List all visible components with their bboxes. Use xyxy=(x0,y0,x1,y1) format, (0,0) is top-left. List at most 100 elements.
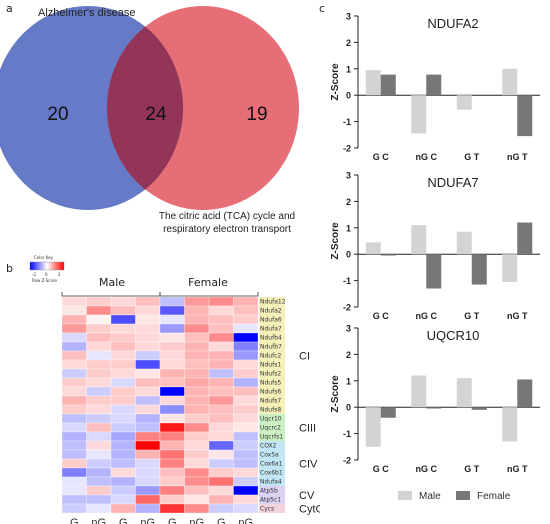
heatmap-panel: Color Key -2 0 2 Row Z-Score Male Female… xyxy=(29,255,320,524)
y-axis-label: Z-Score xyxy=(330,375,341,413)
color-key-tick-high: 2 xyxy=(58,272,61,277)
complex-band-ci xyxy=(259,297,285,414)
complex-band-cytc xyxy=(259,504,285,513)
x-category-label: G C xyxy=(373,464,390,474)
bar-female xyxy=(426,74,442,96)
bar-chart-title: UQCR10 xyxy=(427,328,480,343)
column-label-top: G xyxy=(217,517,226,524)
gene-label: Ndufs1 xyxy=(260,362,281,369)
gene-label: Atp5b xyxy=(260,488,278,495)
bar-male xyxy=(456,378,472,408)
venn-left-label: Alzheimer's disease xyxy=(38,7,135,19)
bar-chart-ndufa7: NDUFA7 -2 -1 0 1 2 3 Z-Score G C nG C G T nG T xyxy=(330,171,540,321)
y-tick-label: 1 xyxy=(346,223,351,233)
venn-overlap-count: 24 xyxy=(145,104,167,125)
bar-male xyxy=(502,254,518,282)
gene-label: Uqcrfs1 xyxy=(260,434,283,441)
y-axis-label: Z-Score xyxy=(330,63,341,101)
y-tick-label: -2 xyxy=(343,303,351,313)
gene-label: Ndufs5 xyxy=(260,380,281,387)
bar-chart-uqcr10: UQCR10 -2 -1 0 1 2 3 Z-Score G C nG C G T nG T xyxy=(330,324,540,474)
y-tick-label: 2 xyxy=(346,350,351,360)
group-bracket-female xyxy=(159,292,259,297)
y-tick-label: 0 xyxy=(346,250,351,260)
heatmap-complex-labels: CI CIII CIV CV CytC xyxy=(299,351,320,516)
y-tick-label: -2 xyxy=(343,456,351,466)
bar-male xyxy=(365,70,381,96)
column-label-top: G xyxy=(168,517,177,524)
bar-male xyxy=(365,242,381,255)
complex-label-cytc: CytC xyxy=(299,504,320,516)
complex-band-ciii xyxy=(259,414,285,441)
venn-overlap-region xyxy=(107,6,183,210)
venn-right-count: 19 xyxy=(246,104,267,125)
column-label-top: nG xyxy=(140,517,155,524)
complex-band-cv xyxy=(259,486,285,504)
y-tick-label: 1 xyxy=(346,376,351,386)
bar-chart-title: NDUFA7 xyxy=(427,175,478,190)
bar-female xyxy=(471,407,487,410)
heatmap-cells xyxy=(61,296,259,514)
legend-swatch-male xyxy=(398,491,412,500)
gene-label: COX2 xyxy=(260,443,277,450)
bar-female xyxy=(517,379,533,408)
bar-female xyxy=(380,254,396,256)
column-label-top: nG xyxy=(91,517,106,524)
column-label-top: nG xyxy=(238,517,253,524)
gene-label: Uqcr10 xyxy=(260,416,282,423)
column-label-top: nG xyxy=(189,517,204,524)
x-category-label: G T xyxy=(464,464,480,474)
y-tick-label: 3 xyxy=(346,12,351,22)
bar-female xyxy=(380,407,396,418)
gene-label: Cycs xyxy=(260,506,274,513)
x-category-label: G T xyxy=(464,152,480,162)
gene-label: Ndufa12 xyxy=(260,299,286,306)
bar-male xyxy=(411,375,427,408)
gene-label: Cox6a1 xyxy=(260,461,283,468)
venn-left-count: 20 xyxy=(47,104,68,125)
bar-female xyxy=(517,222,533,255)
bar-female xyxy=(380,74,396,96)
panel-letter-a: a xyxy=(6,2,13,15)
legend-swatch-female xyxy=(456,491,470,500)
x-category-label: nG C xyxy=(416,464,438,474)
x-category-label: nG T xyxy=(507,311,528,321)
gene-label: Ndufs8 xyxy=(260,407,281,414)
venn-right-label-line2: respiratory electron transport xyxy=(163,224,291,235)
y-tick-label: -1 xyxy=(343,117,351,127)
y-axis-label: Z-Score xyxy=(330,222,341,260)
x-category-label: G C xyxy=(373,311,390,321)
y-tick-label: 3 xyxy=(346,171,351,181)
column-label-top: G xyxy=(70,517,79,524)
gene-label: Ndufa6 xyxy=(260,317,282,324)
gene-label: Cox5a xyxy=(260,452,279,459)
venn-right-label-line1: The citric acid (TCA) cycle and xyxy=(159,211,295,222)
group-label-female: Female xyxy=(188,276,228,289)
gene-label: Ndufa2 xyxy=(260,308,282,315)
complex-label-civ: CIV xyxy=(299,459,318,471)
bar-legend: Male Female xyxy=(398,491,511,502)
panel-letter-c: c xyxy=(319,2,326,15)
gene-label: Ndufb4 xyxy=(260,335,282,342)
x-category-label: nG T xyxy=(507,464,528,474)
y-tick-label: 2 xyxy=(346,197,351,207)
bar-female xyxy=(426,407,442,409)
bar-female xyxy=(426,254,442,289)
heatmap-gene-labels: Ndufa12 Ndufa2 Ndufa6 Ndufa7 Ndufb4 Ndufb7 Ndu… xyxy=(259,297,286,513)
bar-female xyxy=(471,254,487,285)
y-tick-label: -1 xyxy=(343,429,351,439)
y-tick-label: 0 xyxy=(346,91,351,101)
legend-label-female: Female xyxy=(477,491,511,502)
color-key: Color Key -2 0 2 Row Z-Score xyxy=(29,255,65,283)
y-tick-label: 3 xyxy=(346,324,351,334)
venn-diagram: Alzheimer's disease 20 24 19 The citric … xyxy=(0,6,299,235)
color-key-caption: Row Z-Score xyxy=(32,278,57,283)
complex-label-cv: CV xyxy=(299,490,315,502)
y-tick-label: 0 xyxy=(346,403,351,413)
y-tick-label: 2 xyxy=(346,38,351,48)
x-category-label: nG C xyxy=(416,152,438,162)
bar-male xyxy=(456,231,472,255)
color-key-tick-mid: 0 xyxy=(45,272,48,277)
bar-male xyxy=(411,225,427,255)
